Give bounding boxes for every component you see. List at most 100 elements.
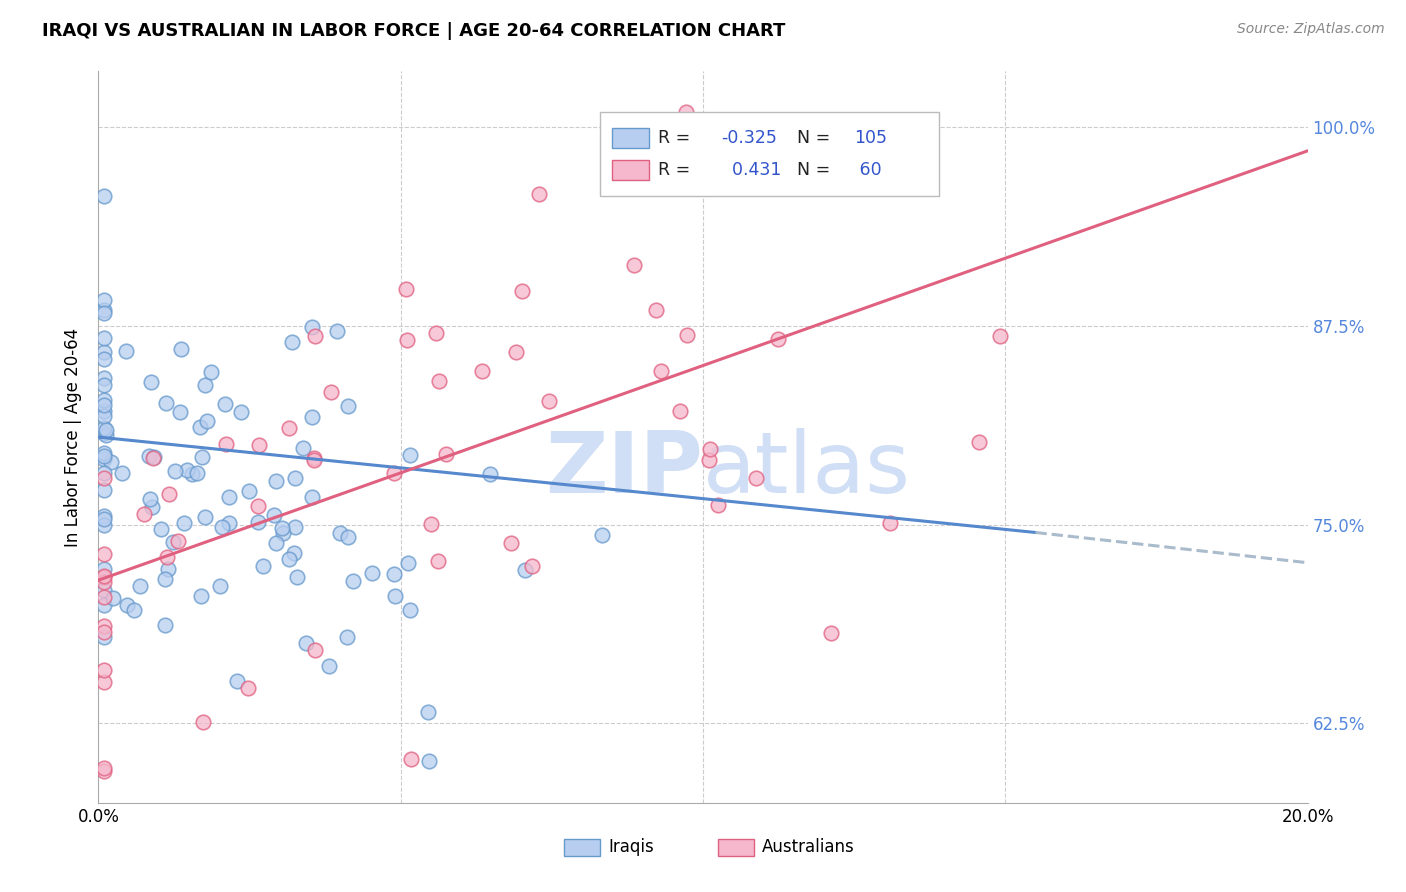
Point bbox=[93, 764, 115, 778]
Point bbox=[768, 165, 790, 179]
Text: 60: 60 bbox=[855, 161, 882, 179]
Point bbox=[93, 547, 115, 561]
Text: R =: R = bbox=[658, 129, 696, 147]
Point bbox=[169, 342, 191, 356]
Point bbox=[425, 326, 447, 341]
Point bbox=[304, 328, 326, 343]
Point bbox=[236, 681, 259, 696]
Point bbox=[321, 384, 343, 399]
Point bbox=[990, 329, 1012, 343]
Point bbox=[214, 397, 236, 411]
Point bbox=[510, 284, 533, 298]
Point bbox=[103, 591, 125, 605]
FancyBboxPatch shape bbox=[564, 838, 600, 856]
Point bbox=[176, 463, 198, 477]
Point bbox=[427, 554, 450, 568]
Point bbox=[93, 518, 115, 533]
Point bbox=[301, 409, 323, 424]
Point bbox=[93, 377, 115, 392]
Point bbox=[173, 516, 195, 530]
Point bbox=[766, 332, 789, 346]
Point bbox=[277, 552, 299, 566]
Point bbox=[100, 455, 122, 469]
Point bbox=[271, 520, 294, 534]
Point bbox=[336, 630, 359, 644]
Point bbox=[226, 673, 249, 688]
Point bbox=[967, 435, 990, 450]
Point bbox=[93, 306, 115, 320]
Point bbox=[699, 442, 721, 457]
Point bbox=[93, 625, 115, 640]
FancyBboxPatch shape bbox=[613, 160, 648, 180]
Point bbox=[93, 630, 115, 644]
Point bbox=[157, 562, 180, 576]
Point bbox=[93, 509, 115, 524]
Point bbox=[281, 335, 304, 350]
Point bbox=[93, 426, 115, 441]
Point bbox=[153, 617, 176, 632]
Point bbox=[169, 405, 191, 419]
Point bbox=[93, 575, 115, 590]
Point bbox=[194, 510, 217, 524]
Point bbox=[129, 579, 152, 593]
Point bbox=[93, 471, 115, 485]
Point bbox=[93, 371, 115, 385]
Point bbox=[247, 515, 270, 529]
Point bbox=[188, 419, 211, 434]
Point bbox=[93, 446, 115, 460]
Point bbox=[342, 574, 364, 589]
Point bbox=[186, 466, 208, 480]
Text: Source: ZipAtlas.com: Source: ZipAtlas.com bbox=[1237, 22, 1385, 37]
Point bbox=[278, 420, 301, 434]
Point bbox=[134, 507, 156, 521]
Point bbox=[93, 598, 115, 612]
Point bbox=[193, 715, 215, 730]
Point bbox=[264, 474, 287, 488]
Point bbox=[93, 344, 115, 359]
Point bbox=[181, 467, 204, 481]
Text: ZIP: ZIP bbox=[546, 428, 703, 511]
Point bbox=[395, 333, 418, 347]
Point bbox=[623, 258, 645, 272]
Point bbox=[122, 603, 145, 617]
Point bbox=[93, 467, 115, 481]
Point bbox=[284, 471, 307, 485]
Point bbox=[264, 536, 287, 550]
Text: -0.325: -0.325 bbox=[721, 129, 778, 147]
Point bbox=[93, 562, 115, 576]
Point bbox=[499, 535, 522, 549]
Point bbox=[94, 423, 117, 437]
Point bbox=[329, 526, 352, 541]
Point bbox=[529, 187, 551, 202]
Point bbox=[399, 751, 422, 765]
Point bbox=[263, 508, 285, 522]
Point bbox=[157, 487, 180, 501]
Point bbox=[301, 319, 323, 334]
Point bbox=[153, 572, 176, 586]
Point bbox=[93, 449, 115, 463]
Point bbox=[218, 516, 240, 530]
Point bbox=[395, 282, 418, 296]
Point bbox=[295, 636, 318, 650]
Point bbox=[208, 579, 231, 593]
Point bbox=[93, 421, 115, 435]
Point bbox=[167, 533, 190, 548]
Point bbox=[361, 566, 384, 580]
Point bbox=[436, 447, 458, 461]
Point bbox=[471, 363, 494, 377]
Point bbox=[879, 516, 901, 530]
Point bbox=[675, 327, 697, 342]
Point bbox=[218, 490, 240, 504]
Point bbox=[420, 517, 443, 532]
Point bbox=[93, 590, 115, 604]
Point bbox=[111, 467, 134, 481]
Point bbox=[143, 450, 166, 464]
Point bbox=[247, 500, 270, 514]
Point bbox=[93, 452, 115, 467]
Point bbox=[285, 570, 308, 584]
Point bbox=[142, 450, 165, 465]
Point bbox=[384, 589, 406, 603]
Point bbox=[513, 563, 536, 577]
Point bbox=[93, 404, 115, 418]
Point bbox=[93, 618, 115, 632]
